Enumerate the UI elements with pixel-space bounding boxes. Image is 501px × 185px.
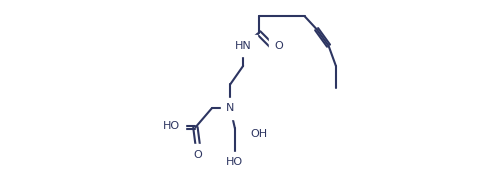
Text: OH: OH [250,129,268,139]
Text: O: O [194,150,202,160]
Text: O: O [275,41,284,51]
Text: N: N [226,103,234,113]
Text: HO: HO [226,157,243,167]
Text: HO: HO [163,122,180,132]
Text: HN: HN [235,41,252,51]
